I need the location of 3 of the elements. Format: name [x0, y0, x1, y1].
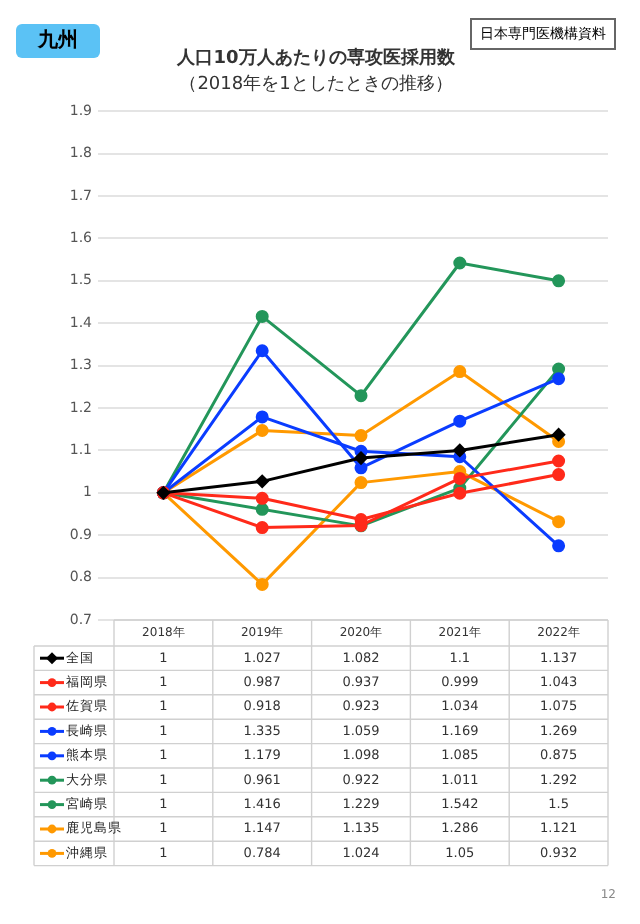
chart-title: 人口10万人あたりの専攻医採用数: [175, 47, 457, 70]
chart-subtitle: （2018年を1としたときの推移）: [179, 73, 453, 96]
text: 九州: [16, 24, 100, 58]
